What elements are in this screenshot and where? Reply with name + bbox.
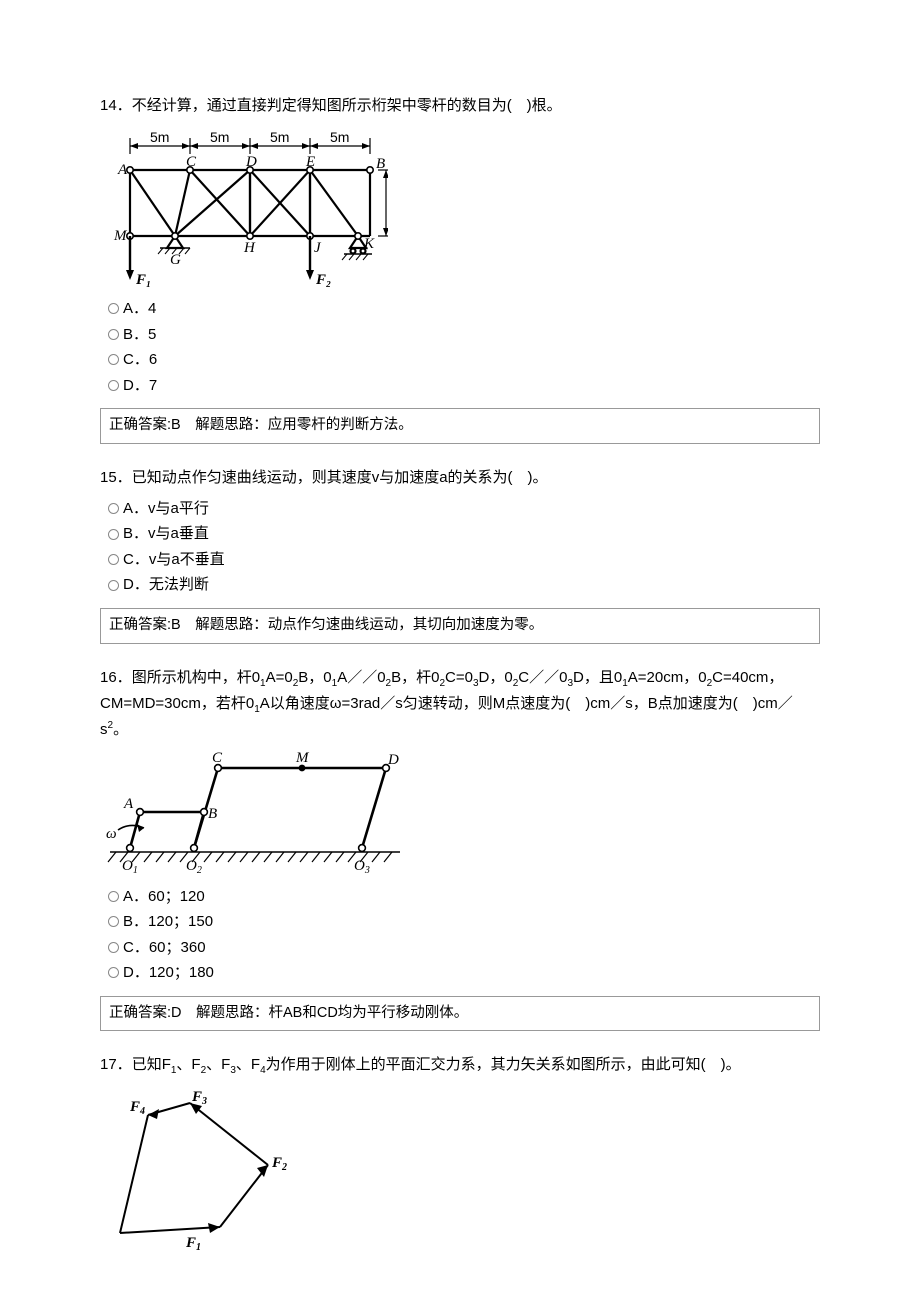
svg-text:ω: ω [106,826,117,842]
q14-options: A．4 B．5 C．6 D．7 [108,296,820,398]
question-17: 17．已知F1、F2、F3、F4为作用于刚体上的平面汇交力系，其力矢关系如图所示… [100,1053,820,1253]
svg-text:K: K [363,236,375,252]
q16-option-d[interactable]: D．120；180 [108,960,820,986]
radio-icon [108,329,119,340]
svg-text:5m: 5m [150,129,169,145]
q15-answer: 正确答案:B 解题思路：动点作匀速曲线运动，其切向加速度为零。 [100,608,820,644]
svg-text:F₁: F₁ [135,272,151,288]
q15-option-b[interactable]: B．v与a垂直 [108,521,820,547]
page: 14．不经计算，通过直接判定得知图所示桁架中零杆的数目为( )根。 [0,0,920,1315]
svg-text:A: A [117,162,128,178]
q16-option-a[interactable]: A．60；120 [108,884,820,910]
radio-icon [108,580,119,591]
svg-text:M: M [295,750,310,766]
q14-option-d[interactable]: D．7 [108,373,820,399]
q16-number: 16． [100,669,132,686]
q17-diagram: F1 F2 F3 F4 [100,1085,820,1253]
q14-number: 14． [100,97,132,114]
svg-text:B: B [208,806,217,822]
opt-label: B．v与a垂直 [123,521,209,547]
opt-label: D．无法判断 [123,572,209,598]
svg-text:G: G [170,252,181,268]
q17-text: 17．已知F1、F2、F3、F4为作用于刚体上的平面汇交力系，其力矢关系如图所示… [100,1053,820,1079]
opt-label: C．6 [123,347,157,373]
q16-answer: 正确答案:D 解题思路：杆AB和CD均为平行移动刚体。 [100,996,820,1032]
question-16: 16．图所示机构中，杆01A=02B，01A／／02B，杆02C=03D，02C… [100,666,820,1032]
q16-diagram: A B C M D ω O1 O2 O3 [100,748,820,876]
radio-icon [108,891,119,902]
radio-icon [108,303,119,314]
question-15: 15．已知动点作匀速曲线运动，则其速度v与加速度a的关系为( )。 A．v与a平… [100,466,820,644]
q16-option-c[interactable]: C．60；360 [108,935,820,961]
opt-label: C．60；360 [123,935,206,961]
svg-text:5m: 5m [330,129,349,145]
svg-text:F₂: F₂ [315,272,331,288]
svg-text:H: H [243,240,256,256]
radio-icon [108,529,119,540]
q14-option-c[interactable]: C．6 [108,347,820,373]
q14-body: 不经计算，通过直接判定得知图所示桁架中零杆的数目为( )根。 [132,97,562,114]
q14-option-a[interactable]: A．4 [108,296,820,322]
q15-option-d[interactable]: D．无法判断 [108,572,820,598]
q15-number: 15． [100,469,132,486]
opt-label: A．4 [123,296,156,322]
q15-option-a[interactable]: A．v与a平行 [108,496,820,522]
radio-icon [108,554,119,565]
svg-text:A: A [123,796,134,812]
question-14: 14．不经计算，通过直接判定得知图所示桁架中零杆的数目为( )根。 [100,94,820,444]
q14-option-b[interactable]: B．5 [108,322,820,348]
svg-text:O3: O3 [354,858,370,876]
radio-icon [108,967,119,978]
q16-text: 16．图所示机构中，杆01A=02B，01A／／02B，杆02C=03D，02C… [100,666,820,742]
q16-options: A．60；120 B．120；150 C．60；360 D．120；180 [108,884,820,986]
svg-text:F1: F1 [185,1235,201,1253]
svg-text:D: D [245,154,257,170]
svg-text:J: J [314,240,322,256]
opt-label: C．v与a不垂直 [123,547,225,573]
q15-body: 已知动点作匀速曲线运动，则其速度v与加速度a的关系为( )。 [132,469,548,486]
svg-text:O2: O2 [186,858,202,876]
opt-label: B．5 [123,322,156,348]
q15-options: A．v与a平行 B．v与a垂直 C．v与a不垂直 D．无法判断 [108,496,820,598]
q14-text: 14．不经计算，通过直接判定得知图所示桁架中零杆的数目为( )根。 [100,94,820,118]
svg-text:5m: 5m [270,129,289,145]
opt-label: A．60；120 [123,884,205,910]
svg-text:F4: F4 [129,1099,145,1117]
q14-diagram: A C D E B M G H J K F₁ F₂ 5m 5m 5m [100,124,820,288]
svg-text:E: E [305,154,315,170]
q14-answer: 正确答案:B 解题思路：应用零杆的判断方法。 [100,408,820,444]
radio-icon [108,942,119,953]
q17-number: 17． [100,1056,132,1073]
radio-icon [108,916,119,927]
opt-label: A．v与a平行 [123,496,209,522]
svg-text:M: M [113,228,128,244]
svg-text:F2: F2 [271,1155,287,1173]
q15-option-c[interactable]: C．v与a不垂直 [108,547,820,573]
radio-icon [108,503,119,514]
opt-label: D．120；180 [123,960,214,986]
svg-text:F3: F3 [191,1089,207,1107]
svg-text:5m: 5m [210,129,229,145]
svg-text:B: B [376,156,385,172]
radio-icon [108,380,119,391]
svg-text:O1: O1 [122,858,138,876]
svg-text:C: C [212,750,223,766]
svg-text:C: C [186,154,197,170]
opt-label: B．120；150 [123,909,213,935]
radio-icon [108,354,119,365]
q15-text: 15．已知动点作匀速曲线运动，则其速度v与加速度a的关系为( )。 [100,466,820,490]
opt-label: D．7 [123,373,157,399]
svg-text:D: D [387,752,399,768]
q16-option-b[interactable]: B．120；150 [108,909,820,935]
